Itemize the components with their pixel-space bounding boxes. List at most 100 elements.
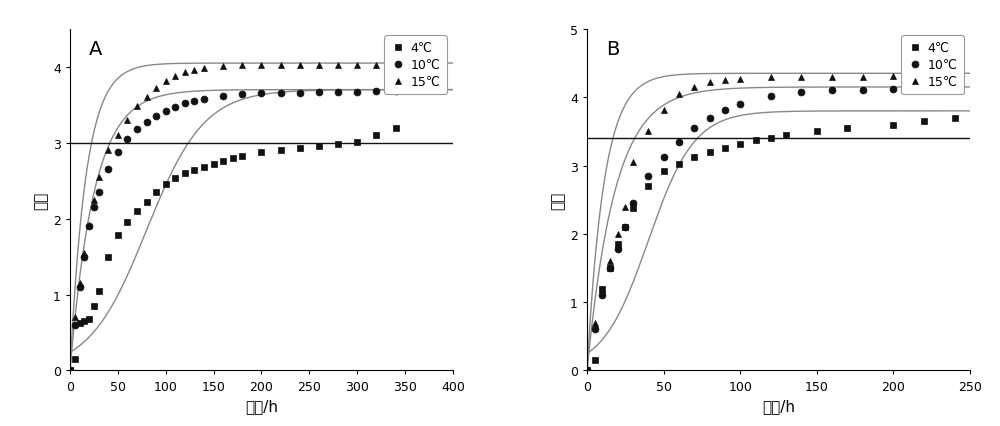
X-axis label: 时间/h: 时间/h [762,398,795,413]
10℃ [217,94,229,99]
15℃ [102,148,114,153]
4℃ [93,288,105,294]
10℃ [581,368,593,373]
10℃ [93,190,105,195]
10℃ [627,201,639,206]
10℃ [795,91,807,96]
10℃ [673,140,685,145]
10℃ [198,97,210,102]
10℃ [857,88,869,93]
15℃ [169,74,181,79]
15℃ [255,63,267,69]
10℃ [102,167,114,173]
4℃ [255,150,267,155]
Line: 15℃: 15℃ [67,62,399,374]
10℃ [64,368,76,373]
Line: 10℃: 10℃ [584,86,958,374]
4℃ [208,162,220,167]
10℃ [704,116,716,121]
4℃ [236,154,248,159]
4℃ [627,206,639,211]
15℃ [734,77,746,82]
15℃ [64,368,76,373]
10℃ [188,99,200,104]
15℃ [275,63,287,69]
4℃ [74,321,86,326]
10℃ [275,91,287,96]
15℃ [69,315,81,320]
4℃ [673,162,685,167]
Y-axis label: 色差: 色差 [551,191,566,209]
X-axis label: 时间/h: 时间/h [245,398,278,413]
15℃ [160,79,172,84]
10℃ [642,174,654,179]
15℃ [719,78,731,83]
4℃ [217,159,229,164]
10℃ [78,254,90,259]
Line: 15℃: 15℃ [584,72,958,374]
15℃ [589,320,601,325]
10℃ [131,127,143,132]
4℃ [78,319,90,324]
15℃ [217,64,229,69]
4℃ [88,304,100,309]
10℃ [949,86,961,92]
4℃ [765,136,777,141]
15℃ [74,281,86,286]
15℃ [179,70,191,75]
10℃ [294,91,306,96]
15℃ [658,108,670,113]
15℃ [294,63,306,68]
4℃ [688,155,700,161]
15℃ [642,130,654,135]
15℃ [688,85,700,90]
10℃ [765,94,777,99]
4℃ [604,266,616,271]
15℃ [236,63,248,69]
10℃ [88,205,100,210]
10℃ [390,89,402,95]
4℃ [227,156,239,161]
4℃ [642,184,654,189]
15℃ [112,133,124,138]
10℃ [74,285,86,290]
Line: 4℃: 4℃ [584,115,958,374]
4℃ [704,150,716,155]
Line: 4℃: 4℃ [67,125,399,374]
4℃ [188,168,200,173]
10℃ [918,87,930,92]
10℃ [688,126,700,131]
10℃ [734,102,746,107]
10℃ [112,150,124,155]
10℃ [604,266,616,271]
15℃ [121,118,133,123]
4℃ [351,140,363,145]
4℃ [179,171,191,176]
15℃ [581,368,593,373]
4℃ [332,142,344,147]
10℃ [160,109,172,114]
10℃ [619,225,631,230]
4℃ [370,133,382,138]
15℃ [78,250,90,256]
4℃ [811,130,823,135]
15℃ [596,286,608,291]
15℃ [83,223,95,228]
4℃ [596,286,608,291]
4℃ [658,169,670,174]
4℃ [150,190,162,195]
15℃ [390,63,402,68]
10℃ [332,90,344,95]
4℃ [160,182,172,187]
10℃ [887,87,899,92]
15℃ [313,63,325,68]
4℃ [198,165,210,170]
15℃ [188,68,200,73]
10℃ [150,114,162,119]
4℃ [169,176,181,181]
15℃ [141,95,153,101]
4℃ [887,123,899,128]
15℃ [918,74,930,79]
Text: A: A [89,40,103,59]
15℃ [150,86,162,92]
